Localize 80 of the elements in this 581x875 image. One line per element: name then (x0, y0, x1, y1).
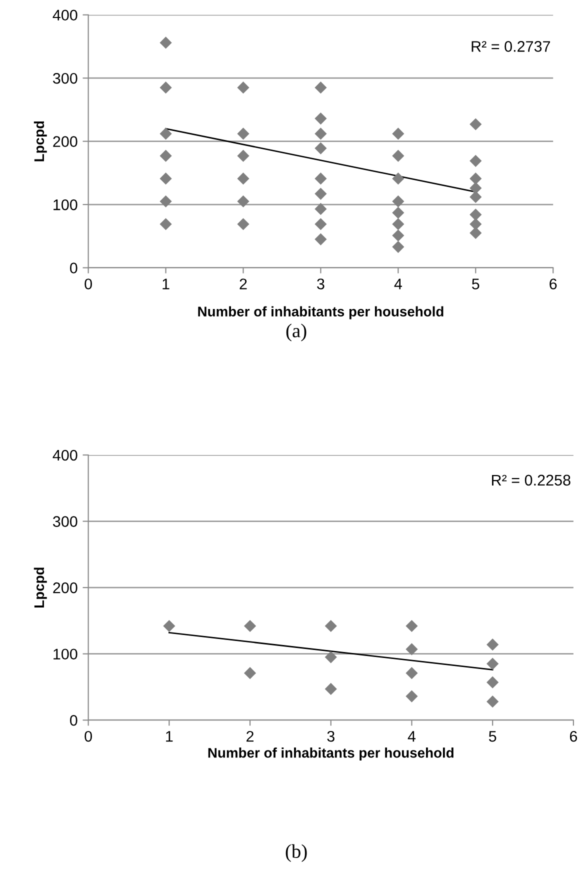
y-axis-title: Lpcpd (34, 568, 47, 608)
point (314, 128, 327, 140)
point (244, 667, 256, 680)
point (314, 218, 327, 230)
point (486, 638, 499, 651)
point (324, 682, 337, 696)
x-tick-label: 6 (570, 730, 578, 742)
point (163, 620, 176, 632)
point (160, 82, 172, 94)
point (237, 150, 250, 162)
point (392, 172, 404, 185)
point (470, 154, 482, 167)
point (314, 142, 327, 154)
point (392, 128, 404, 140)
x-tick-label: 0 (84, 730, 92, 742)
y-tick-label: 400 (52, 10, 78, 21)
point (470, 172, 482, 185)
y-tick-label: 100 (54, 199, 78, 210)
y-tick-label: 400 (52, 450, 78, 461)
point (160, 150, 172, 162)
point (406, 667, 418, 680)
x-tick-label: 5 (472, 278, 480, 290)
x-tick-label: 5 (488, 731, 496, 742)
point (314, 188, 327, 200)
point (237, 172, 250, 185)
y-tick-label: 0 (70, 714, 78, 726)
point (392, 218, 404, 230)
point (314, 112, 327, 125)
point (392, 229, 404, 242)
point (237, 82, 250, 94)
x-tick-label: 3 (327, 730, 334, 742)
y-axis-title: Lpcpd (34, 121, 47, 162)
point (470, 118, 482, 130)
point (237, 218, 250, 230)
point (160, 172, 172, 185)
point (237, 128, 250, 140)
x-tick-label: 6 (550, 278, 557, 290)
annotation: R² = 0.2258 (492, 474, 570, 486)
x-tick-label: 2 (240, 278, 247, 290)
point (486, 696, 499, 708)
y-tick-label: 200 (53, 582, 78, 594)
x-tick-label: 1 (162, 278, 170, 290)
y-tick-label: 300 (52, 72, 78, 84)
point (314, 202, 327, 216)
point (160, 218, 172, 230)
point (406, 690, 418, 702)
point (406, 643, 418, 656)
y-tick-label: 0 (70, 262, 78, 274)
point (470, 208, 482, 221)
x-tick-label: 2 (246, 730, 254, 742)
point (314, 82, 327, 94)
point (486, 676, 499, 688)
x-tick-label: 3 (317, 278, 324, 290)
point (486, 658, 499, 670)
point (324, 620, 337, 632)
point (160, 128, 172, 140)
point (392, 195, 404, 208)
x-axis-title: Number of inhabitants per household (208, 748, 454, 761)
y-tick-label: 300 (52, 516, 78, 527)
point (392, 240, 404, 253)
point (406, 620, 418, 632)
point (160, 36, 172, 49)
point (160, 195, 172, 208)
point (237, 195, 250, 208)
y-tick-label: 100 (54, 648, 78, 660)
point (314, 172, 327, 185)
x-tick-label: 4 (394, 278, 402, 290)
text: (b) (286, 844, 307, 862)
text: (a) (286, 324, 306, 342)
point (392, 150, 404, 162)
x-tick-label: 0 (84, 278, 92, 290)
point (392, 206, 404, 219)
y-tick-label: 200 (53, 136, 78, 147)
x-tick-label: 1 (166, 731, 173, 742)
x-tick-label: 4 (408, 731, 416, 742)
point (324, 651, 337, 664)
point (244, 620, 256, 632)
x-axis-title: Number of inhabitants per household (198, 306, 444, 320)
point (314, 233, 327, 246)
annotation: R² = 0.2737 (472, 41, 550, 52)
